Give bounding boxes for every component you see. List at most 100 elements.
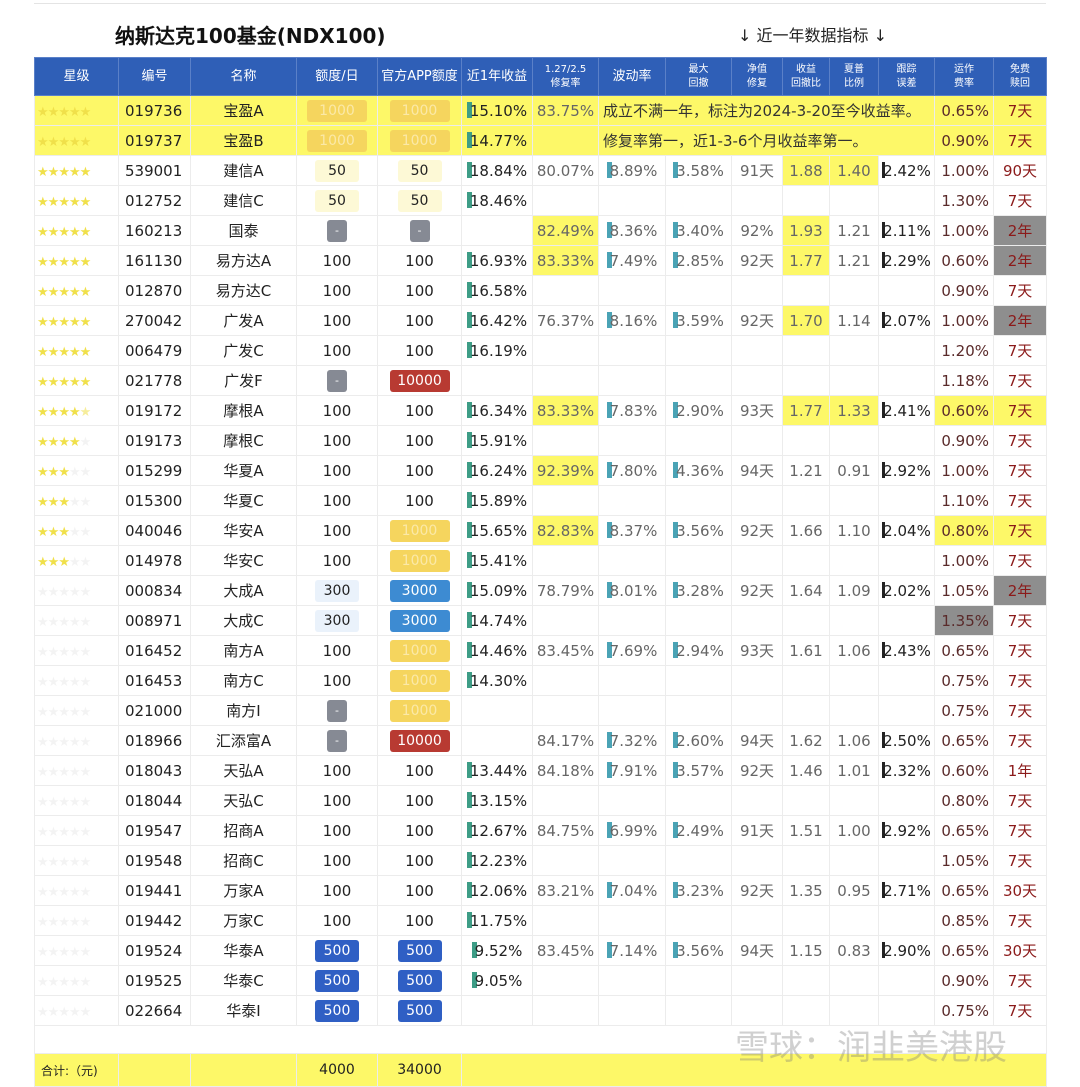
nav-recovery: 92天	[731, 305, 783, 336]
column-header[interactable]: 最大 回撤	[665, 57, 732, 96]
daily-quota-pill: 500	[315, 969, 359, 992]
tracking-error: 2.50%	[878, 725, 935, 756]
repair-rate-value: 76.37%	[536, 311, 595, 330]
free-redemption: 2年	[993, 575, 1047, 606]
column-header[interactable]: 收益 回撤比	[782, 57, 830, 96]
nav-recovery-value: 92天	[739, 522, 775, 540]
sharpe-ratio: 1.21	[829, 215, 879, 246]
annual-return: 9.52%	[461, 935, 533, 966]
fund-name: 宝盈B	[190, 125, 297, 156]
tracking-error	[878, 275, 935, 306]
volatility	[598, 965, 666, 996]
daily-quota: 100	[296, 755, 378, 786]
sharpe-ratio-value: 1.01	[837, 761, 871, 780]
annual-return-value: 16.58%	[469, 281, 528, 300]
sharpe-ratio	[829, 425, 879, 456]
column-header[interactable]: 1.27/2.5 修复率	[532, 57, 599, 96]
star-icon: ★	[68, 134, 81, 150]
operating-fee-value: 1.30%	[941, 191, 989, 210]
column-header[interactable]: 近1年收益	[461, 57, 533, 96]
column-header[interactable]: 星级	[34, 57, 119, 96]
column-header[interactable]: 编号	[118, 57, 191, 96]
fund-table: 星级 编号 名称 额度/日 官方APP额度 近1年收益 1.27/2.5 修复率 波动率 最大 回撤…	[34, 57, 1047, 1087]
free-redemption-value: 30天	[1002, 942, 1038, 960]
fund-name: 华泰C	[190, 965, 297, 996]
star-icon: ★	[47, 854, 60, 870]
operating-fee: 1.35%	[934, 605, 994, 636]
column-header[interactable]: 免费 赎回	[993, 57, 1047, 96]
operating-fee: 0.80%	[934, 515, 994, 546]
nav-recovery: 91天	[731, 155, 783, 186]
table-row: ★★★★★ 539001 建信A 50 50 18.84% 80.07% 8.89% 3.58%…	[34, 155, 1047, 186]
annual-return: 14.30%	[461, 665, 533, 696]
fund-code: 019525	[118, 965, 191, 996]
repair-rate	[532, 125, 599, 156]
nav-recovery-value: 94天	[739, 942, 775, 960]
star-icon: ★	[68, 524, 81, 540]
operating-fee-value: 1.20%	[941, 341, 989, 360]
blank-cell	[118, 1053, 191, 1087]
repair-rate: 84.18%	[532, 755, 599, 786]
data-bar	[466, 191, 472, 208]
free-redemption: 1年	[993, 755, 1047, 786]
nav-recovery: 94天	[731, 455, 783, 486]
max-drawdown: 3.57%	[665, 755, 732, 786]
star-icon: ★	[68, 464, 81, 480]
star-icon: ★	[79, 224, 92, 240]
star-rating: ★★★★★	[34, 845, 119, 876]
data-bar	[466, 401, 472, 418]
app-quota: 10000	[377, 725, 462, 756]
operating-fee: 0.80%	[934, 785, 994, 816]
column-header[interactable]: 波动率	[598, 57, 666, 96]
star-icon: ★	[79, 764, 92, 780]
volatility: 7.91%	[598, 755, 666, 786]
repair-rate: 83.21%	[532, 875, 599, 906]
column-header[interactable]: 名称	[190, 57, 297, 96]
max-drawdown-value: 3.56%	[676, 521, 724, 540]
annual-return	[461, 995, 533, 1026]
nav-recovery-value: 94天	[739, 462, 775, 480]
operating-fee: 0.90%	[934, 425, 994, 456]
sharpe-ratio-value: 1.06	[837, 731, 871, 750]
star-icon: ★	[58, 884, 70, 900]
column-header[interactable]: 净值 修复	[731, 57, 783, 96]
daily-quota: 100	[296, 305, 378, 336]
repair-rate: 82.49%	[532, 215, 599, 246]
sharpe-ratio-value: 0.91	[837, 461, 871, 480]
operating-fee: 0.65%	[934, 935, 994, 966]
repair-rate	[532, 545, 599, 576]
app-quota: 100	[377, 335, 462, 366]
star-icon: ★	[47, 524, 60, 540]
column-header[interactable]: 夏普 比例	[829, 57, 879, 96]
repair-rate-value: 83.75%	[536, 101, 595, 120]
table-row: ★★★★★ 018043 天弘A 100 100 13.44% 84.18% 7.91% 3.5…	[34, 755, 1047, 786]
column-header[interactable]: 额度/日	[296, 57, 378, 96]
data-bar	[882, 161, 886, 178]
column-header[interactable]: 跟踪 误差	[878, 57, 935, 96]
data-bar	[673, 221, 679, 238]
column-header[interactable]: 官方APP额度	[377, 57, 462, 96]
sharpe-ratio-value: 0.95	[837, 881, 871, 900]
operating-fee-value: 0.65%	[941, 941, 989, 960]
volatility: 8.01%	[598, 575, 666, 606]
tracking-error	[878, 845, 935, 876]
free-redemption: 7天	[993, 545, 1047, 576]
tracking-error-value: 2.32%	[883, 761, 931, 780]
sharpe-ratio	[829, 275, 879, 306]
data-bar	[882, 731, 886, 748]
header-text: 最大	[688, 63, 709, 75]
fund-code: 018044	[118, 785, 191, 816]
daily-quota: 50	[296, 155, 378, 186]
max-drawdown	[665, 905, 732, 936]
star-icon: ★	[37, 914, 49, 930]
free-redemption-value: 7天	[1007, 372, 1033, 390]
star-icon: ★	[79, 704, 92, 720]
table-row: ★★★★★ 019547 招商A 100 100 12.67% 84.75% 6.99% 2.4…	[34, 815, 1047, 846]
column-header[interactable]: 运作 费率	[934, 57, 994, 96]
volatility: 8.36%	[598, 215, 666, 246]
app-quota: 100	[377, 785, 462, 816]
max-drawdown	[665, 605, 732, 636]
fund-name: 华夏C	[190, 485, 297, 516]
daily-quota: 100	[296, 455, 378, 486]
return-drawdown-ratio-value: 1.21	[789, 461, 823, 480]
